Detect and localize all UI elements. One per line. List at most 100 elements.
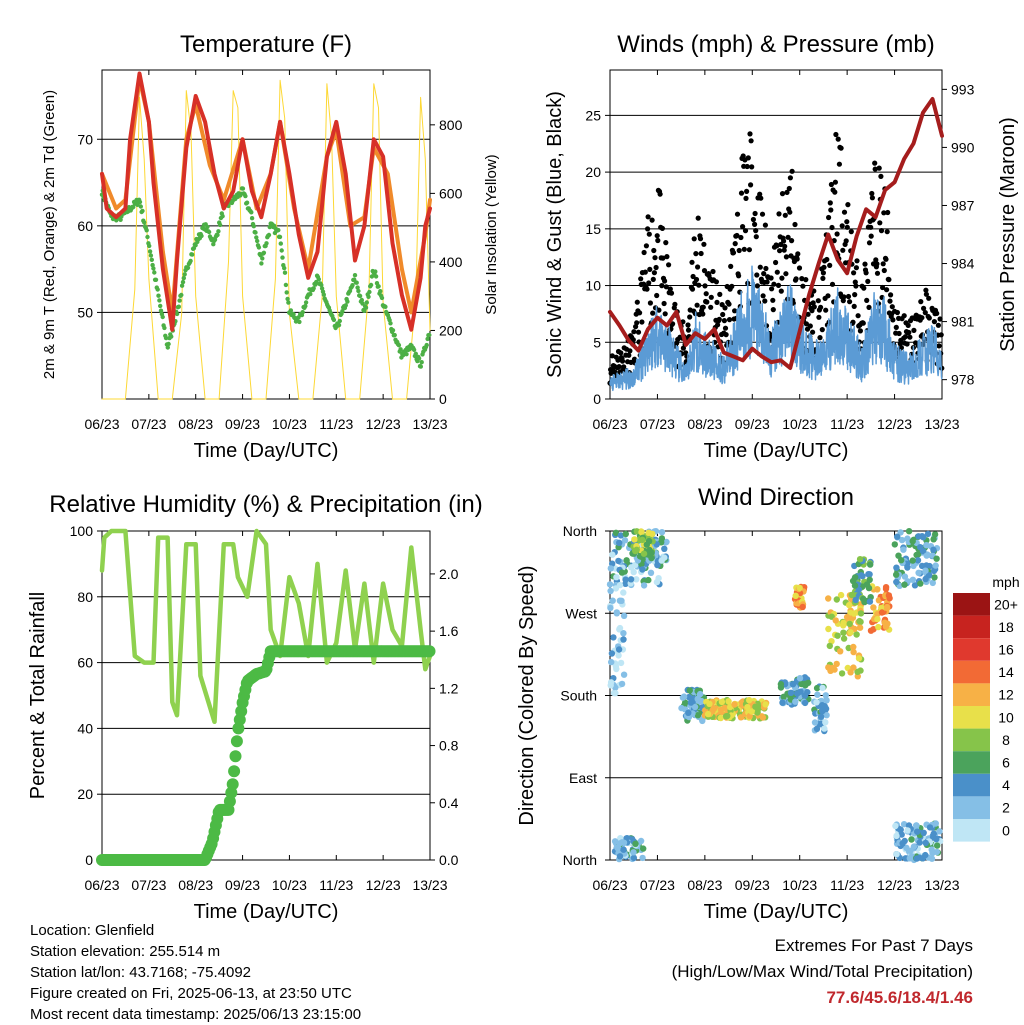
latlon-text: Station lat/lon: 43.7168; -75.4092 bbox=[30, 964, 252, 981]
y-axis-label-1: Sonic Wind & Gust (Blue, Black) bbox=[544, 91, 566, 378]
direction-point bbox=[847, 629, 854, 636]
direction-point bbox=[891, 541, 898, 548]
direction-point bbox=[853, 631, 860, 638]
direction-point bbox=[632, 840, 639, 847]
gust-point bbox=[820, 275, 826, 281]
gust-point bbox=[770, 297, 776, 303]
direction-point bbox=[633, 576, 640, 583]
gust-point bbox=[651, 247, 657, 254]
dewpoint-point bbox=[311, 286, 316, 291]
gust-point bbox=[716, 316, 722, 322]
dewpoint-point bbox=[181, 275, 186, 281]
dewpoint-point bbox=[131, 204, 136, 210]
x-axis-label-2: Time (Day/UTC) bbox=[194, 901, 339, 923]
direction-point bbox=[685, 709, 692, 716]
direction-point bbox=[837, 648, 844, 655]
gust-point bbox=[877, 220, 883, 226]
gust-point bbox=[748, 138, 754, 144]
colorbar-swatch-9 bbox=[953, 615, 990, 639]
direction-point bbox=[884, 620, 891, 627]
direction-point bbox=[837, 591, 845, 599]
direction-point bbox=[725, 698, 732, 705]
direction-point bbox=[897, 826, 904, 834]
dewpoint-point bbox=[373, 269, 378, 274]
y-tick-label-3-2: South bbox=[560, 688, 597, 704]
dewpoint-point bbox=[144, 228, 149, 233]
gust-point bbox=[833, 131, 839, 138]
dewpoint-point bbox=[357, 293, 363, 299]
gust-point bbox=[760, 293, 766, 299]
direction-point bbox=[620, 636, 627, 643]
direction-point bbox=[840, 629, 847, 636]
direction-point bbox=[792, 592, 799, 599]
gust-point bbox=[887, 298, 893, 304]
dewpoint-point bbox=[425, 336, 430, 342]
gust-point bbox=[645, 214, 651, 220]
gust-point bbox=[826, 214, 832, 221]
direction-point bbox=[933, 835, 940, 843]
dewpoint-point bbox=[379, 295, 385, 301]
gust-point bbox=[878, 173, 884, 179]
colorbar-swatch-10 bbox=[953, 593, 990, 616]
y-tick-label-2-2: 40 bbox=[77, 720, 93, 736]
y2-tick-label-2-0: 0.0 bbox=[439, 852, 459, 868]
direction-point bbox=[646, 546, 653, 554]
y-tick-label-3-3: West bbox=[565, 605, 597, 621]
gust-point bbox=[654, 233, 660, 239]
x-tick-label-0-1: 07/23 bbox=[131, 416, 166, 432]
y-tick-label-1-2: 10 bbox=[585, 278, 601, 294]
dewpoint-point bbox=[340, 309, 345, 314]
dewpoint-point bbox=[190, 252, 195, 257]
dewpoint-point bbox=[411, 347, 417, 352]
gust-point bbox=[828, 181, 835, 188]
dewpoint-point bbox=[300, 310, 305, 315]
gust-point bbox=[698, 250, 704, 257]
direction-point bbox=[737, 714, 745, 721]
station-info: Location: Glenfield Station elevation: 2… bbox=[30, 920, 361, 1025]
gust-point bbox=[773, 259, 779, 266]
gust-point bbox=[816, 314, 822, 320]
precip-point bbox=[226, 778, 239, 791]
precip-point bbox=[228, 765, 241, 778]
gust-point bbox=[630, 337, 636, 343]
gust-point bbox=[781, 238, 787, 244]
gust-point bbox=[880, 261, 886, 267]
direction-point bbox=[663, 538, 670, 546]
direction-point bbox=[627, 576, 635, 583]
gust-point bbox=[774, 269, 780, 275]
dewpoint-point bbox=[240, 186, 246, 191]
direction-point bbox=[915, 569, 922, 576]
direction-point bbox=[875, 623, 882, 631]
direction-point bbox=[882, 584, 890, 591]
direction-point bbox=[913, 855, 920, 862]
direction-point bbox=[866, 598, 874, 605]
extremes-subtitle: (High/Low/Max Wind/Total Precipitation) bbox=[671, 962, 973, 981]
dewpoint-point bbox=[396, 343, 402, 348]
direction-point bbox=[932, 820, 939, 827]
gust-point bbox=[868, 233, 874, 239]
chart-title-3: Wind Direction bbox=[698, 484, 854, 511]
colorbar-swatch-5 bbox=[953, 706, 990, 729]
gust-point bbox=[663, 284, 669, 290]
direction-point bbox=[850, 643, 857, 651]
direction-point bbox=[846, 601, 853, 609]
gust-point bbox=[881, 267, 887, 274]
direction-point bbox=[834, 632, 841, 639]
gust-point bbox=[685, 327, 692, 333]
direction-point bbox=[928, 855, 936, 862]
direction-point bbox=[661, 545, 668, 552]
gust-point bbox=[690, 273, 696, 280]
y2-tick-label-0-4: 800 bbox=[439, 117, 463, 133]
y-axis-label-0: 2m & 9m T (Red, Orange) & 2m Td (Green) bbox=[41, 90, 58, 379]
gust-point bbox=[696, 282, 702, 288]
direction-point bbox=[854, 668, 861, 675]
direction-point bbox=[826, 642, 833, 650]
direction-point bbox=[856, 556, 864, 563]
dewpoint-point bbox=[145, 234, 150, 240]
dewpoint-point bbox=[253, 230, 258, 235]
gust-point bbox=[823, 307, 829, 313]
gust-point bbox=[702, 283, 708, 289]
gust-point bbox=[659, 283, 665, 289]
direction-point bbox=[825, 595, 832, 602]
gust-point bbox=[750, 216, 757, 223]
